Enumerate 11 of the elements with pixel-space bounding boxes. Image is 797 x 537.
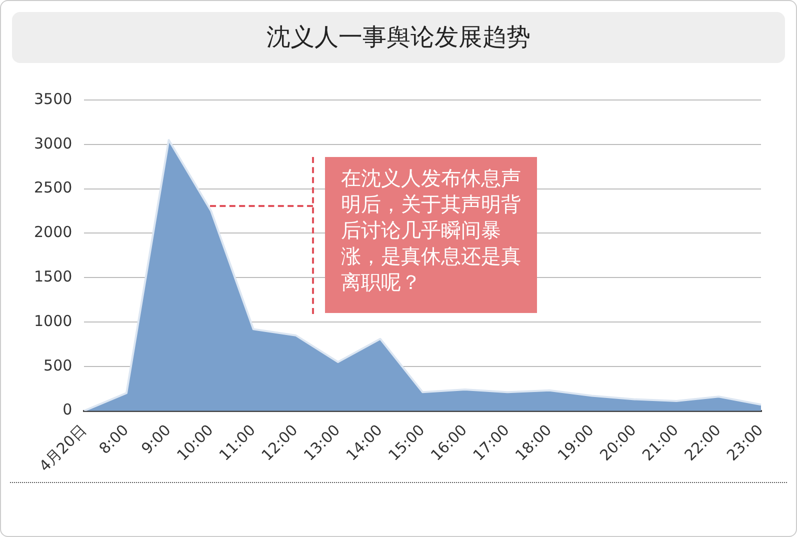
annotation: 在沈义人发布休息声明后，关于其声明背后讨论几乎瞬间暴涨，是真休息还是真离职呢？ [325, 157, 537, 313]
y-tick-label: 2500 [34, 178, 72, 197]
y-tick-label: 3500 [34, 90, 72, 108]
y-tick-label: 500 [44, 356, 72, 374]
y-tick-label: 0 [62, 400, 72, 419]
y-tick-label: 1500 [34, 268, 72, 286]
chart-title: 沈义人一事舆论发展趋势 [12, 12, 785, 63]
x-tick-label: 4月20日 [36, 421, 90, 476]
y-tick-label: 2000 [34, 223, 72, 242]
y-tick-label: 1000 [34, 312, 72, 330]
y-tick-label: 3000 [34, 134, 72, 152]
